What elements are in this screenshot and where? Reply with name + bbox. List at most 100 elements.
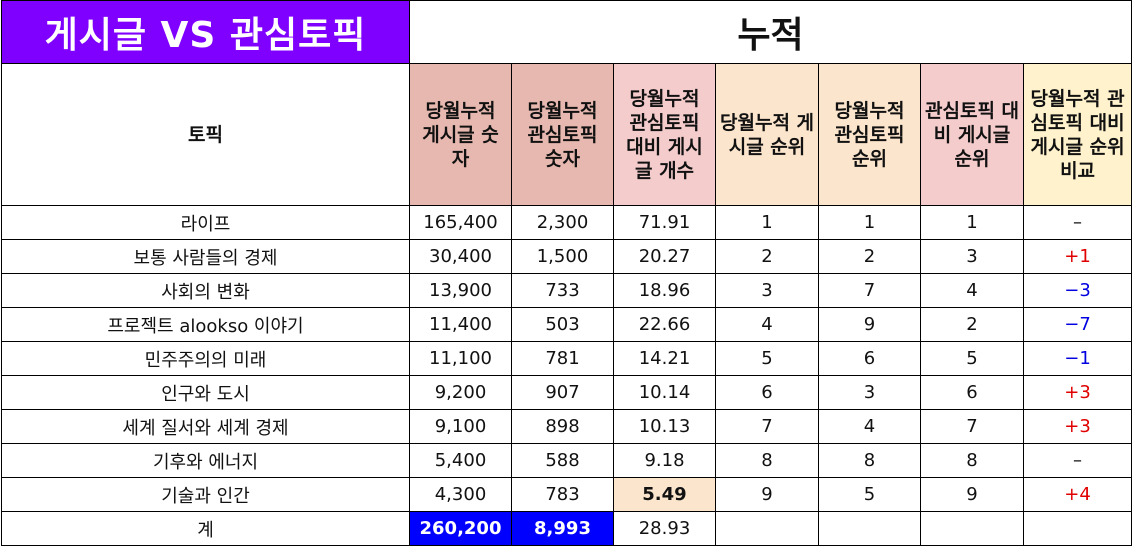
col-header-interest-count: 당월누적 관심토픽 숫자: [511, 63, 614, 206]
cell-ratio-rank: 1: [920, 205, 1024, 240]
cell-post-rank: 1: [715, 205, 819, 240]
table-row: 사회의 변화 13,900 733 18.96 3 7 4 −3: [1, 273, 1132, 308]
cell-ratio: 22.66: [613, 307, 716, 342]
cell-post-count: 165,400: [409, 205, 512, 240]
cell-post-count: 13,900: [409, 273, 512, 308]
cell-ratio: 18.96: [613, 273, 716, 308]
cell-topic: 기술과 인간: [1, 477, 410, 512]
cell-interest-rank: 5: [818, 477, 921, 512]
cell-post-rank: 6: [715, 375, 819, 410]
table-row: 프로젝트 alookso 이야기 11,400 503 22.66 4 9 2 −7: [1, 307, 1132, 342]
cell-rank-change: –: [1022, 443, 1132, 478]
cell-ratio-rank: 6: [920, 375, 1024, 410]
table-row: 보통 사람들의 경제 30,400 1,500 20.27 2 2 3 +1: [1, 239, 1132, 274]
cell-ratio-rank: 2: [920, 307, 1024, 342]
cell-ratio: 10.13: [613, 409, 716, 444]
cell-interest-rank: 2: [818, 239, 921, 274]
cell-interest-count: 588: [511, 443, 614, 478]
cell-topic: 기후와 에너지: [1, 443, 410, 478]
cell-post-count: 9,100: [409, 409, 512, 444]
cell-post-rank: 7: [715, 409, 819, 444]
cell-interest-count: 781: [511, 341, 614, 376]
total-posts: 260,200: [409, 511, 512, 546]
cell-post-rank: 8: [715, 443, 819, 478]
cell-interest-rank: 9: [818, 307, 921, 342]
cell-ratio: 14.21: [613, 341, 716, 376]
table-row: 라이프 165,400 2,300 71.91 1 1 1–: [1, 205, 1132, 240]
cell-interest-rank: 1: [818, 205, 921, 240]
col-header-ratio-rank: 관심토픽 대비 게시글 순위: [920, 63, 1024, 206]
cell-interest-count: 503: [511, 307, 614, 342]
cell-topic: 라이프: [1, 205, 410, 240]
total-label: 계: [1, 511, 410, 546]
cell-ratio: 9.18: [613, 443, 716, 478]
cell-interest-rank: 4: [818, 409, 921, 444]
cumulative-title: 누적: [408, 0, 1132, 64]
cell-ratio: 71.91: [613, 205, 716, 240]
cell-interest-count: 907: [511, 375, 614, 410]
total-empty-cell: [715, 511, 819, 546]
cell-interest-rank: 7: [818, 273, 921, 308]
total-row: 계 260,200 8,993 28.93: [1, 511, 1132, 546]
cell-rank-change: +3: [1022, 375, 1132, 410]
table-row: 기술과 인간 4,300 783 5.49 9 5 9 +4: [1, 477, 1132, 512]
cell-post-count: 11,100: [409, 341, 512, 376]
cell-post-rank: 2: [715, 239, 819, 274]
cell-ratio: 10.14: [613, 375, 716, 410]
cell-rank-change: −3: [1022, 273, 1132, 308]
cell-topic: 인구와 도시: [1, 375, 410, 410]
cell-interest-count: 898: [511, 409, 614, 444]
cell-topic: 세계 질서와 세계 경제: [1, 409, 410, 444]
cell-rank-change: −1: [1022, 341, 1132, 376]
table-body: 라이프 165,400 2,300 71.91 1 1 1– 보통 사람들의 경제 30,400…: [1, 205, 1132, 512]
cell-interest-count: 783: [511, 477, 614, 512]
col-header-post-rank: 당월누적 게시글 순위: [715, 63, 819, 206]
col-header-rank-change: 당월누적 관심토픽 대비 게시글 순위 비교: [1022, 63, 1132, 206]
cell-post-count: 30,400: [409, 239, 512, 274]
table-row: 기후와 에너지 5,400 588 9.18 8 8 8–: [1, 443, 1132, 478]
cell-ratio-rank: 4: [920, 273, 1024, 308]
col-header-ratio: 당월누적 관심토픽 대비 게시글 개수: [613, 63, 716, 206]
cell-ratio-rank: 5: [920, 341, 1024, 376]
cell-post-count: 9,200: [409, 375, 512, 410]
cell-topic: 프로젝트 alookso 이야기: [1, 307, 410, 342]
table-row: 인구와 도시 9,200 907 10.14 6 3 6 +3: [1, 375, 1132, 410]
col-header-topic: 토픽: [1, 63, 410, 206]
cell-post-count: 11,400: [409, 307, 512, 342]
cell-post-rank: 4: [715, 307, 819, 342]
total-interest: 8,993: [511, 511, 614, 546]
cell-ratio-rank: 8: [920, 443, 1024, 478]
cell-post-count: 5,400: [409, 443, 512, 478]
cell-topic: 보통 사람들의 경제: [1, 239, 410, 274]
cell-interest-rank: 3: [818, 375, 921, 410]
cell-ratio-rank: 9: [920, 477, 1024, 512]
cell-topic: 사회의 변화: [1, 273, 410, 308]
cell-post-rank: 3: [715, 273, 819, 308]
cell-post-count: 4,300: [409, 477, 512, 512]
cell-ratio-rank: 7: [920, 409, 1024, 444]
total-empty-cell: [818, 511, 921, 546]
cell-ratio: 5.49: [613, 477, 716, 512]
cell-ratio-rank: 3: [920, 239, 1024, 274]
col-header-interest-rank: 당월누적 관심토픽 순위: [818, 63, 921, 206]
table-row: 민주주의의 미래 11,100 781 14.21 5 6 5 −1: [1, 341, 1132, 376]
cell-post-rank: 5: [715, 341, 819, 376]
cell-ratio: 20.27: [613, 239, 716, 274]
cell-topic: 민주주의의 미래: [1, 341, 410, 376]
cell-interest-count: 733: [511, 273, 614, 308]
cell-interest-rank: 8: [818, 443, 921, 478]
total-empty-cell: [920, 511, 1024, 546]
table-row: 세계 질서와 세계 경제 9,100 898 10.13 7 4 7 +3: [1, 409, 1132, 444]
cell-interest-count: 2,300: [511, 205, 614, 240]
cell-rank-change: –: [1022, 205, 1132, 240]
total-empty-cell: [1022, 511, 1132, 546]
total-ratio: 28.93: [613, 511, 716, 546]
cell-rank-change: +3: [1022, 409, 1132, 444]
sheet-title: 게시글 VS 관심토픽: [1, 0, 410, 64]
cell-rank-change: −7: [1022, 307, 1132, 342]
col-header-post-count: 당월누적 게시글 숫자: [409, 63, 512, 206]
cell-post-rank: 9: [715, 477, 819, 512]
cell-interest-rank: 6: [818, 341, 921, 376]
